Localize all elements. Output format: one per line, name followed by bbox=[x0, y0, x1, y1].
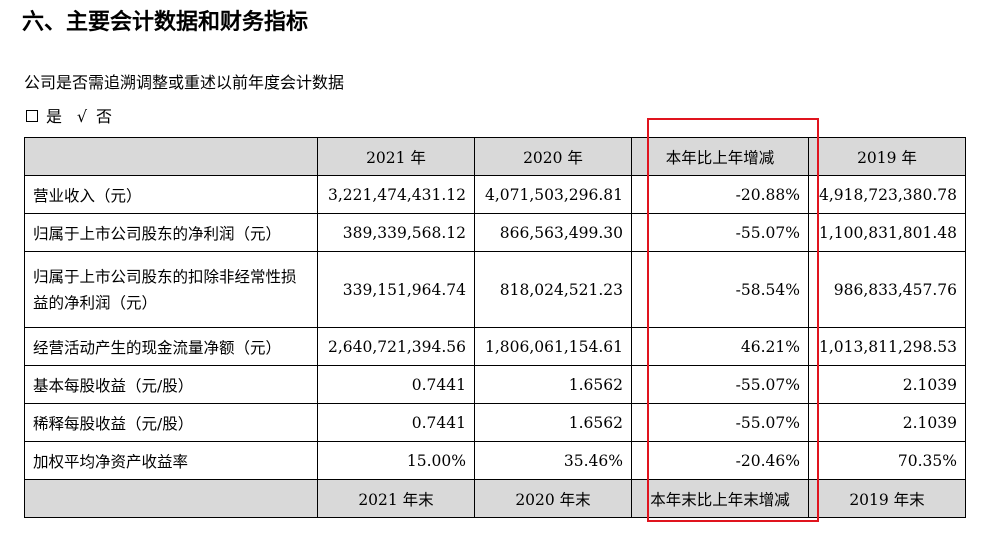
cell-2021: 0.7441 bbox=[317, 365, 475, 404]
footer-cell-blank bbox=[24, 479, 318, 518]
header-change: 本年比上年增减 bbox=[631, 137, 809, 176]
row-label: 稀释每股收益（元/股） bbox=[24, 403, 318, 442]
row-label: 营业收入（元） bbox=[24, 175, 318, 214]
table-row: 稀释每股收益（元/股） 0.7441 1.6562 -55.07% 2.1039 bbox=[24, 403, 966, 442]
footer-2020-end: 2020 年末 bbox=[474, 479, 632, 518]
cell-2019: 1,013,811,298.53 bbox=[808, 327, 966, 366]
section-heading: 六、主要会计数据和财务指标 bbox=[22, 10, 309, 35]
cell-2019: 986,833,457.76 bbox=[808, 251, 966, 328]
cell-change: -20.88% bbox=[631, 175, 809, 214]
cell-2020: 1.6562 bbox=[474, 403, 632, 442]
cell-change: -55.07% bbox=[631, 403, 809, 442]
row-label: 归属于上市公司股东的净利润（元） bbox=[24, 213, 318, 252]
cell-2020: 1,806,061,154.61 bbox=[474, 327, 632, 366]
cell-2020: 866,563,499.30 bbox=[474, 213, 632, 252]
table-row: 经营活动产生的现金流量净额（元） 2,640,721,394.56 1,806,… bbox=[24, 327, 966, 366]
row-label: 经营活动产生的现金流量净额（元） bbox=[24, 327, 318, 366]
header-cell-blank bbox=[24, 137, 318, 176]
cell-change: 46.21% bbox=[631, 327, 809, 366]
cell-2019: 4,918,723,380.78 bbox=[808, 175, 966, 214]
cell-2020: 35.46% bbox=[474, 441, 632, 480]
cell-2019: 1,100,831,801.48 bbox=[808, 213, 966, 252]
cell-2019: 70.35% bbox=[808, 441, 966, 480]
option-no: √ 否 bbox=[74, 106, 112, 128]
cell-2020: 1.6562 bbox=[474, 365, 632, 404]
header-2020: 2020 年 bbox=[474, 137, 632, 176]
cell-2020: 4,071,503,296.81 bbox=[474, 175, 632, 214]
header-2019: 2019 年 bbox=[808, 137, 966, 176]
option-no-label: 否 bbox=[96, 107, 113, 126]
cell-change: -20.46% bbox=[631, 441, 809, 480]
cell-2021: 2,640,721,394.56 bbox=[317, 327, 475, 366]
cell-2021: 3,221,474,431.12 bbox=[317, 175, 475, 214]
footer-2021-end: 2021 年末 bbox=[317, 479, 475, 518]
cell-2021: 339,151,964.74 bbox=[317, 251, 475, 328]
cell-2020: 818,024,521.23 bbox=[474, 251, 632, 328]
restatement-question: 公司是否需追溯调整或重述以前年度会计数据 bbox=[24, 73, 345, 92]
option-yes: 是 bbox=[24, 106, 62, 128]
option-yes-label: 是 bbox=[46, 107, 63, 126]
table-row: 加权平均净资产收益率 15.00% 35.46% -20.46% 70.35% bbox=[24, 441, 966, 480]
table-row: 营业收入（元） 3,221,474,431.12 4,071,503,296.8… bbox=[24, 175, 966, 214]
cell-2019: 2.1039 bbox=[808, 403, 966, 442]
table-header-row: 2021 年 2020 年 本年比上年增减 2019 年 bbox=[24, 137, 966, 176]
financial-indicators-table: 2021 年 2020 年 本年比上年增减 2019 年 营业收入（元） 3,2… bbox=[24, 137, 966, 518]
cell-change: -55.07% bbox=[631, 213, 809, 252]
table-footer-row: 2021 年末 2020 年末 本年末比上年末增减 2019 年末 bbox=[24, 479, 966, 518]
cell-2019: 2.1039 bbox=[808, 365, 966, 404]
footer-change-end: 本年末比上年末增减 bbox=[631, 479, 809, 518]
row-label: 基本每股收益（元/股） bbox=[24, 365, 318, 404]
checkmark-icon: √ bbox=[76, 107, 88, 126]
restatement-options: 是 √ 否 bbox=[24, 106, 124, 128]
cell-change: -55.07% bbox=[631, 365, 809, 404]
cell-2021: 15.00% bbox=[317, 441, 475, 480]
table-row: 归属于上市公司股东的扣除非经常性损益的净利润（元） 339,151,964.74… bbox=[24, 251, 966, 328]
row-label: 加权平均净资产收益率 bbox=[24, 441, 318, 480]
footer-2019-end: 2019 年末 bbox=[808, 479, 966, 518]
header-2021: 2021 年 bbox=[317, 137, 475, 176]
cell-2021: 0.7441 bbox=[317, 403, 475, 442]
row-label: 归属于上市公司股东的扣除非经常性损益的净利润（元） bbox=[24, 251, 318, 328]
checkbox-unchecked-icon bbox=[24, 106, 40, 128]
cell-2021: 389,339,568.12 bbox=[317, 213, 475, 252]
cell-change: -58.54% bbox=[631, 251, 809, 328]
table-row: 基本每股收益（元/股） 0.7441 1.6562 -55.07% 2.1039 bbox=[24, 365, 966, 404]
table-row: 归属于上市公司股东的净利润（元） 389,339,568.12 866,563,… bbox=[24, 213, 966, 252]
